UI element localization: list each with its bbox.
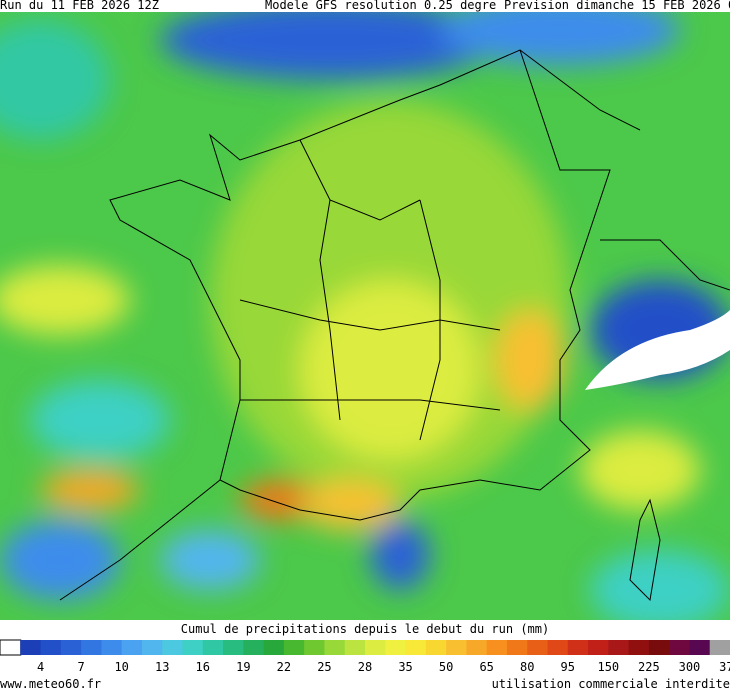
- legend-swatch: [425, 640, 447, 655]
- legend-swatch: [81, 640, 102, 655]
- legend-swatch: [628, 640, 650, 655]
- legend-swatch: [527, 640, 548, 655]
- legend-swatch: [101, 640, 123, 655]
- legend-swatch: [40, 640, 62, 655]
- legend-swatch: [0, 639, 22, 656]
- legend-swatch: [365, 640, 386, 655]
- legend-swatch: [506, 640, 528, 655]
- run-label: Run du 11 FEB 2026 12Z: [0, 0, 159, 12]
- legend-label: 10: [114, 660, 128, 674]
- legend-swatch: [567, 640, 589, 655]
- legend-swatch: [263, 640, 285, 655]
- legend-label: 225: [638, 660, 660, 674]
- legend-label: 7: [77, 660, 84, 674]
- legend-title: Cumul de precipitations depuis le debut …: [181, 622, 549, 636]
- legend-swatch: [385, 640, 407, 655]
- legend-title-box: [205, 622, 525, 637]
- legend-swatch: [466, 640, 488, 655]
- legend-swatch: [669, 640, 690, 655]
- legend-swatch: [202, 640, 224, 655]
- legend-swatch: [182, 640, 204, 655]
- model-label: Modele GFS resolution 0.25 degre: [265, 0, 496, 12]
- legend-swatch: [588, 640, 609, 655]
- site-credit: www.meteo60.fr: [0, 677, 101, 690]
- legend-swatch: [709, 640, 730, 655]
- legend-swatch: [20, 640, 42, 655]
- legend-swatch: [223, 640, 244, 655]
- legend-label: 35: [398, 660, 412, 674]
- legend-swatch: [243, 640, 265, 655]
- legend-swatch: [405, 640, 427, 655]
- legend-swatch: [689, 640, 711, 655]
- legend-label: 22: [277, 660, 291, 674]
- legend-label: 150: [597, 660, 619, 674]
- legend-label: 4: [37, 660, 44, 674]
- legend-swatch: [121, 640, 143, 655]
- color-legend: 4 7 10 13 16 19 22 25 28 35 50 65 80 95 150 225 300 375: [0, 639, 730, 674]
- legend-swatch: [648, 640, 670, 655]
- legend-label: 28: [358, 660, 372, 674]
- legend-swatch: [283, 640, 305, 655]
- legend-label: 80: [520, 660, 534, 674]
- legend-swatch: [324, 640, 346, 655]
- legend-label: 16: [196, 660, 210, 674]
- legend-swatch: [486, 640, 508, 655]
- legend-swatch: [304, 640, 325, 655]
- legend-label: 19: [236, 660, 250, 674]
- legend-label: 95: [561, 660, 575, 674]
- legend-label: 50: [439, 660, 453, 674]
- legend-label: 65: [479, 660, 493, 674]
- legend-label: 375: [719, 660, 730, 674]
- legend-swatch: [344, 640, 366, 655]
- legend-swatch: [547, 640, 569, 655]
- legend-label: 300: [679, 660, 701, 674]
- legend-swatch: [446, 640, 467, 655]
- legend-swatch: [608, 640, 630, 655]
- legend-swatch: [60, 640, 82, 655]
- legend-swatch: [141, 640, 163, 655]
- legend-swatch: [162, 640, 183, 655]
- usage-notice: utilisation commerciale interdite: [492, 677, 730, 690]
- legend-label: 13: [155, 660, 169, 674]
- forecast-label: Prevision dimanche 15 FEB 2026 06Z: [504, 0, 730, 12]
- legend-label: 25: [317, 660, 331, 674]
- map: [0, 12, 730, 620]
